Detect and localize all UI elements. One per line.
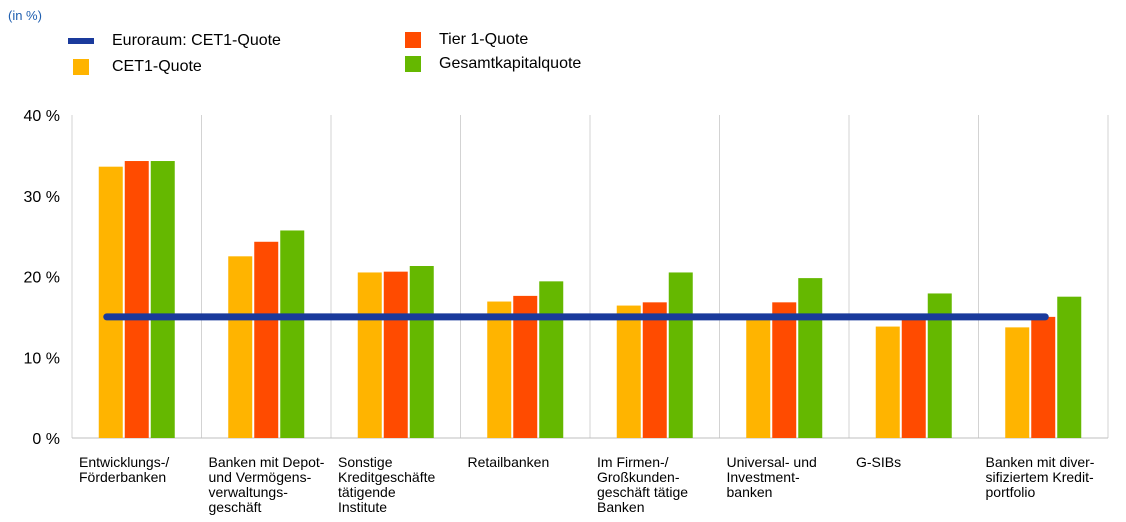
bar-tier1 xyxy=(254,241,279,438)
bar-tier1 xyxy=(901,316,926,438)
bar-cet1 xyxy=(228,256,253,438)
legend-item-euroraum: Euroraum: CET1-Quote xyxy=(68,32,281,50)
bar-gesamt xyxy=(150,161,175,438)
legend-item-tier1: Tier 1-Quote xyxy=(405,31,528,49)
bar-cet1 xyxy=(1005,327,1030,438)
y-tick-label: 20 % xyxy=(24,270,60,287)
unit-note: (in %) xyxy=(8,8,42,23)
bar-cet1 xyxy=(357,272,382,438)
bar-gesamt xyxy=(409,266,434,438)
bar-cet1 xyxy=(875,326,900,438)
bar-tier1 xyxy=(383,271,408,438)
legend-swatch-gesamt xyxy=(405,56,421,72)
legend-label-tier1: Tier 1-Quote xyxy=(439,31,529,48)
legend-label-cet1: CET1-Quote xyxy=(112,58,202,75)
x-tick-label: Retailbanken xyxy=(467,454,550,470)
y-tick-label: 0 % xyxy=(32,431,60,448)
bar-tier1 xyxy=(642,302,667,438)
legend-label-gesamt: Gesamtkapitalquote xyxy=(439,55,582,72)
x-tick-label: Im Firmen-/Großkunden-geschäft tätige Ban… xyxy=(597,454,689,515)
legend-item-gesamt: Gesamtkapitalquote xyxy=(405,55,581,73)
bar-gesamt xyxy=(1057,296,1082,438)
legend-swatch-euroraum xyxy=(68,38,94,44)
x-tick-label: Sonstige Kreditgeschäfte tätigende Institut… xyxy=(338,454,436,515)
bar-cet1 xyxy=(487,301,512,438)
bar-cet1 xyxy=(98,166,123,438)
x-tick-label: G-SIBs xyxy=(856,454,902,470)
legend-swatch-cet1 xyxy=(73,59,89,75)
bar-cet1 xyxy=(746,316,771,438)
x-tick-label: Banken mit diver-sifiziertem Kredit-port… xyxy=(985,454,1095,500)
bar-gesamt xyxy=(539,281,564,438)
bar-tier1 xyxy=(1031,316,1056,438)
x-tick-label: Universal- und Investment-banken xyxy=(726,454,817,500)
x-tick-label: Banken mit Depot-und Vermögens-verwaltun… xyxy=(208,454,325,515)
y-tick-label: 40 % xyxy=(24,108,60,125)
legend-label-euroraum: Euroraum: CET1-Quote xyxy=(112,32,281,49)
bar-cet1 xyxy=(616,305,641,438)
bar-tier1 xyxy=(124,161,149,438)
y-tick-label: 30 % xyxy=(24,189,60,206)
y-tick-label: 10 % xyxy=(24,350,60,367)
bar-tier1 xyxy=(772,302,797,438)
bar-gesamt xyxy=(280,230,305,438)
legend-swatch-tier1 xyxy=(405,32,421,48)
bar-gesamt xyxy=(798,278,823,438)
bar-gesamt xyxy=(668,272,693,438)
x-tick-label: Entwicklungs-/Förderbanken xyxy=(79,454,170,485)
legend-item-cet1: CET1-Quote xyxy=(68,58,202,76)
